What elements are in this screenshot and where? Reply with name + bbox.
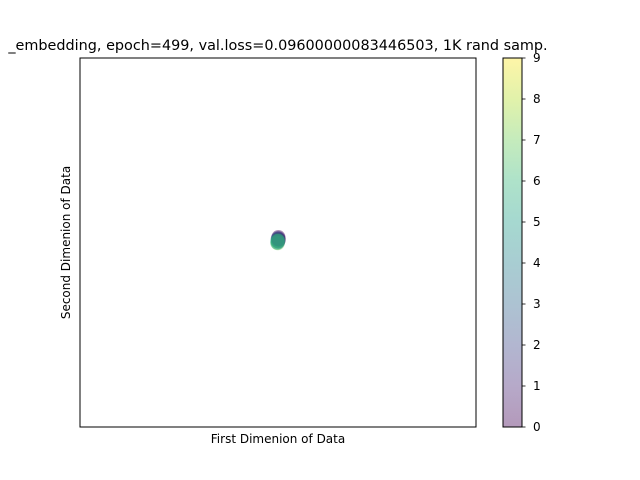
scatter-point — [271, 233, 285, 248]
scatter-point — [271, 232, 286, 247]
colorbar-tick-label: 2 — [533, 338, 541, 352]
colorbar: 0 1 2 3 4 5 6 7 8 9 — [502, 51, 541, 434]
scatter-point — [271, 231, 285, 246]
colorbar-tick-label: 0 — [533, 420, 541, 434]
colorbar-tick-label: 9 — [533, 51, 541, 65]
scatter-point — [271, 229, 286, 244]
scatter-point — [270, 233, 285, 248]
scatter-point — [270, 235, 285, 250]
colorbar-tick-label: 7 — [533, 133, 541, 147]
colorbar-tick-label: 6 — [533, 174, 541, 188]
x-axis-label: First Dimenion of Data — [211, 432, 345, 446]
colorbar-gradient — [503, 58, 522, 427]
chart-title: _embedding, epoch=499, val.loss=0.096000… — [7, 38, 547, 54]
colorbar-tick-label: 3 — [533, 297, 541, 311]
y-axis-label: Second Dimenion of Data — [59, 166, 73, 319]
colorbar-tick-label: 4 — [533, 256, 541, 270]
scatter-point — [270, 234, 285, 249]
scatter-point — [271, 234, 286, 249]
scatter-point — [270, 235, 285, 250]
scatter-point — [271, 232, 286, 247]
scatter-point — [271, 230, 286, 245]
scatter-point — [271, 233, 286, 248]
scatter-points — [270, 229, 286, 251]
colorbar-tick-label: 8 — [533, 92, 541, 106]
colorbar-tick-label: 5 — [533, 215, 541, 229]
scatter-point — [271, 231, 286, 246]
scatter-point — [270, 232, 285, 247]
plot-area — [80, 58, 476, 427]
colorbar-tick-label: 1 — [533, 379, 541, 393]
scatter-point — [270, 236, 285, 251]
scatter-point — [271, 234, 285, 249]
plot-frame — [79, 57, 477, 428]
colorbar-ticks: 0 1 2 3 4 5 6 7 8 9 — [522, 51, 541, 434]
colorbar-frame — [502, 57, 523, 428]
